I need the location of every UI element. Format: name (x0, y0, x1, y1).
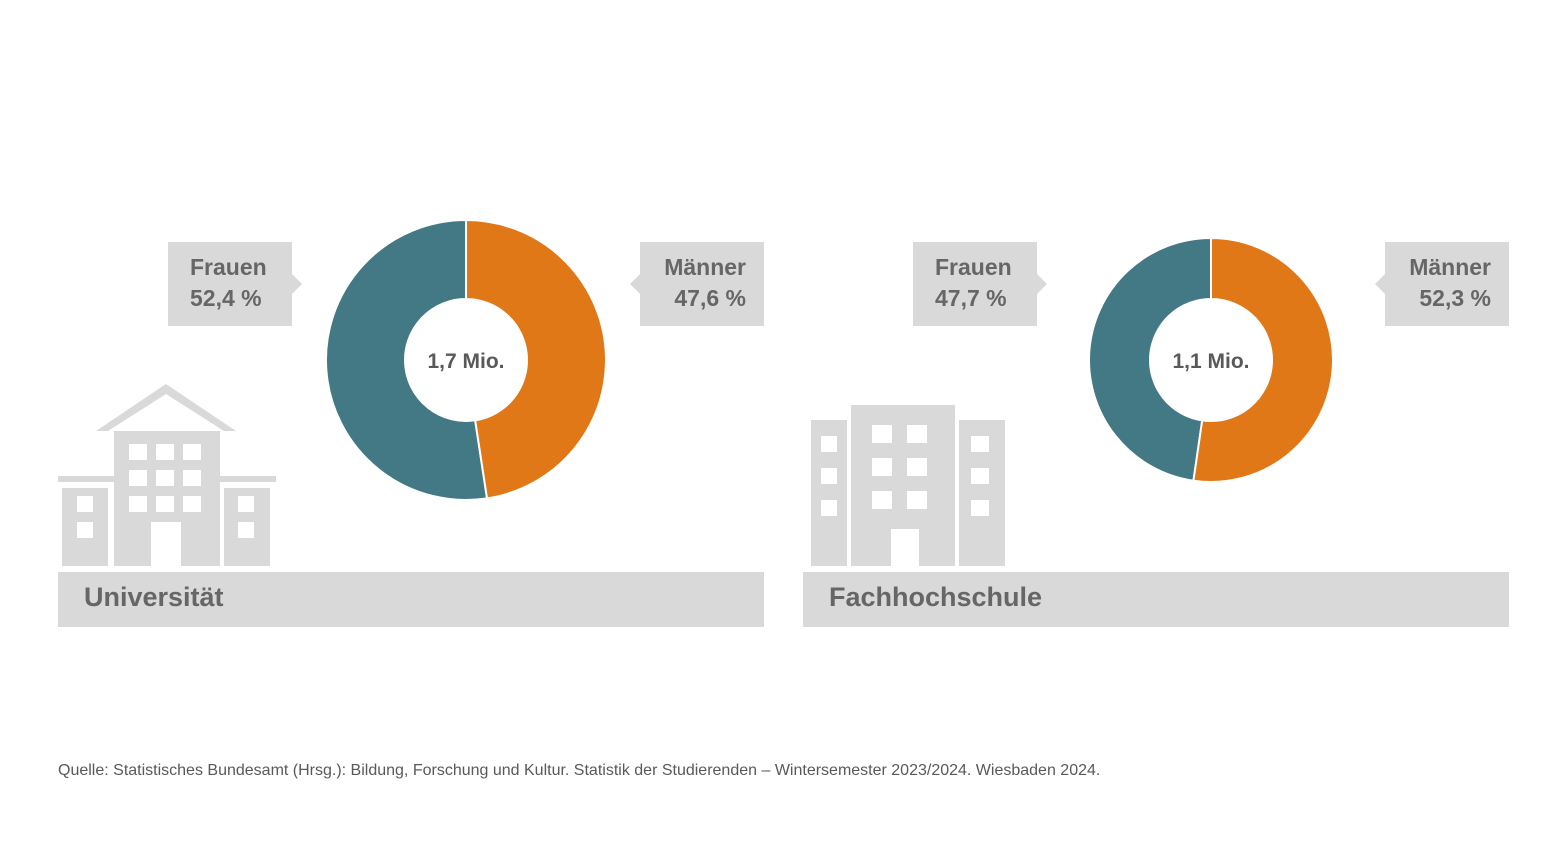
chart-panel-fachhochschule: Frauen 47,7 % 1,1 Mio. Männer 52,3 % Fac… (801, 0, 1521, 700)
donut-chart-universitaet: 1,7 Mio. (325, 218, 607, 501)
legend-label-maenner: Männer (664, 254, 746, 280)
legend-label-maenner: Männer (1409, 254, 1491, 280)
donut-chart-fachhochschule: 1,1 Mio. (1088, 236, 1335, 483)
slice-frauen (325, 218, 489, 501)
center-total-label: 1,7 Mio. (427, 350, 504, 373)
data-label-frauen: 52,4 % (190, 285, 262, 311)
data-label-frauen: 47,7 % (935, 285, 1007, 311)
category-label: Universität (84, 582, 224, 612)
center-total-label: 1,1 Mio. (1172, 350, 1249, 373)
callout-frauen: Frauen 52,4 % (168, 242, 302, 326)
legend-label-frauen: Frauen (935, 254, 1012, 280)
callout-frauen: Frauen 47,7 % (913, 242, 1047, 326)
slice-frauen (1088, 236, 1212, 482)
source-note: Quelle: Statistisches Bundesamt (Hrsg.):… (58, 762, 1101, 779)
slice-maenner (1192, 236, 1335, 483)
callout-maenner: Männer 52,3 % (1375, 242, 1509, 326)
callout-maenner: Männer 47,6 % (630, 242, 764, 326)
university-building-icon (58, 384, 276, 566)
college-building-icon (811, 405, 1005, 566)
category-label: Fachhochschule (829, 582, 1043, 612)
data-label-maenner: 52,3 % (1419, 285, 1491, 311)
slice-maenner (465, 218, 607, 500)
category-bar: Universität (58, 572, 764, 627)
chart-panel-universitaet: Frauen 52,4 % 1,7 Mio. Männer 47,6 % Uni… (56, 0, 776, 700)
data-label-maenner: 47,6 % (674, 285, 746, 311)
legend-label-frauen: Frauen (190, 254, 267, 280)
category-bar: Fachhochschule (803, 572, 1509, 627)
